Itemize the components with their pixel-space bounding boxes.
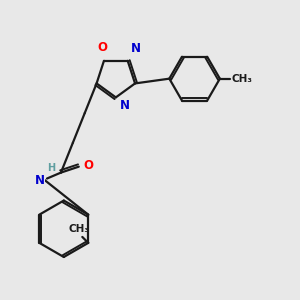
Text: H: H <box>47 163 55 173</box>
Text: N: N <box>131 43 141 56</box>
Text: O: O <box>98 41 107 54</box>
Text: N: N <box>119 99 129 112</box>
Text: CH₃: CH₃ <box>231 74 252 84</box>
Text: CH₃: CH₃ <box>69 224 90 234</box>
Text: N: N <box>34 173 45 187</box>
Text: O: O <box>83 159 93 172</box>
